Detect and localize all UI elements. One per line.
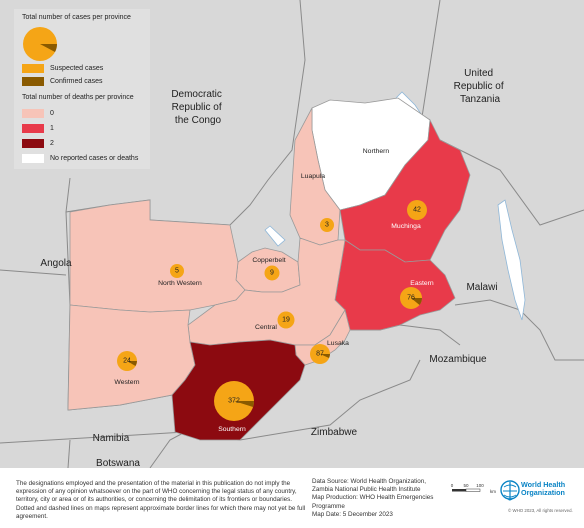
svg-text:76: 76 <box>407 295 415 302</box>
label-malawi: Malawi <box>466 282 497 293</box>
swatch-deaths-1 <box>22 124 44 133</box>
map-credits: Data Source: World Health Organization, … <box>312 478 447 519</box>
legend-confirmed-row: Confirmed cases <box>22 77 103 86</box>
scale-tick-0: 0 <box>451 483 454 488</box>
label-drc: Democratic Republic of the Congo <box>171 89 224 126</box>
swatch-confirmed <box>22 77 44 86</box>
svg-text:42: 42 <box>413 207 421 214</box>
bubble-muchinga: 42 <box>407 200 427 220</box>
map-legend: Total number of cases per province Suspe… <box>14 9 150 169</box>
legend-bubble-icon <box>23 27 57 61</box>
svg-text:5: 5 <box>175 268 179 275</box>
legend-suspected-label: Suspected cases <box>50 65 104 72</box>
data-source: Data Source: World Health Organization, … <box>312 478 426 494</box>
label-province-muchinga: Muchinga <box>391 223 421 230</box>
copyright: © WHO 2023, All rights reserved. <box>508 508 573 513</box>
swatch-suspected <box>22 64 44 73</box>
label-province-eastern: Eastern <box>410 280 434 287</box>
bubble-southern: 372 <box>214 381 254 421</box>
legend-suspected-row: Suspected cases <box>22 64 103 73</box>
swatch-none <box>22 154 44 163</box>
bubble-copperbelt: 9 <box>264 265 280 281</box>
label-tanzania: United Republic of Tanzania <box>454 68 507 105</box>
who-logo: World Health Organization © WHO 2023, Al… <box>500 479 584 515</box>
bubble-eastern: 76 <box>400 287 422 309</box>
scale-bar: 0 50 100 km <box>451 483 497 494</box>
lake-tiny <box>264 225 286 247</box>
legend-deaths-1-row: 1 <box>22 124 54 133</box>
disclaimer-text: The designations employed and the presen… <box>16 480 306 520</box>
scale-tick-100: 100 <box>476 483 484 488</box>
bubble-western: 24 <box>117 351 137 371</box>
map-canvas: Democratic Republic of the Congo United … <box>0 0 584 468</box>
legend-deaths-1-label: 1 <box>50 125 54 132</box>
label-province-copperbelt: Copperbelt <box>252 257 285 264</box>
label-province-northern: Northern <box>363 148 390 155</box>
svg-text:3: 3 <box>325 222 329 229</box>
map-footer: The designations employed and the presen… <box>0 468 584 528</box>
label-province-luapula: Luapula <box>301 173 325 180</box>
bubble-central: 19 <box>277 311 295 329</box>
legend-deaths-2-label: 2 <box>50 140 54 147</box>
label-province-north-western: North Western <box>158 280 202 287</box>
scale-unit: km <box>490 489 496 494</box>
label-mozambique: Mozambique <box>429 354 487 365</box>
svg-text:19: 19 <box>282 317 290 324</box>
scale-tick-50: 50 <box>463 483 469 488</box>
swatch-deaths-0 <box>22 109 44 118</box>
who-emblem-icon <box>500 480 520 501</box>
label-botswana: Botswana <box>96 458 140 468</box>
label-zimbabwe: Zimbabwe <box>311 427 358 438</box>
label-namibia: Namibia <box>93 433 130 444</box>
map-date: Map Date: 5 December 2023 <box>312 510 393 518</box>
label-angola: Angola <box>40 258 72 269</box>
legend-confirmed-label: Confirmed cases <box>50 78 103 85</box>
label-province-western: Western <box>114 379 139 386</box>
label-province-southern: Southern <box>218 426 246 433</box>
label-province-central: Central <box>255 324 277 331</box>
bubble-north-western: 5 <box>170 264 184 278</box>
svg-text:24: 24 <box>123 358 131 365</box>
label-province-lusaka: Lusaka <box>327 340 349 347</box>
lake-malawi <box>497 199 526 321</box>
svg-text:9: 9 <box>270 270 274 277</box>
bubble-lusaka: 87 <box>310 344 330 364</box>
legend-deaths-2-row: 2 <box>22 139 54 148</box>
legend-deaths-0-row: 0 <box>22 109 54 118</box>
bubble-luapula: 3 <box>320 218 334 232</box>
who-name: World Health Organization <box>521 480 566 497</box>
svg-text:87: 87 <box>316 351 324 358</box>
legend-deaths-0-label: 0 <box>50 110 54 117</box>
legend-none-row: No reported cases or deaths <box>22 154 138 163</box>
svg-text:372: 372 <box>228 398 240 405</box>
legend-title-deaths: Total number of deaths per province <box>22 94 134 101</box>
map-production: Map Production: WHO Health Emergencies P… <box>312 494 434 510</box>
legend-title-cases: Total number of cases per province <box>22 14 131 21</box>
legend-none-label: No reported cases or deaths <box>50 155 139 162</box>
swatch-deaths-2 <box>22 139 44 148</box>
